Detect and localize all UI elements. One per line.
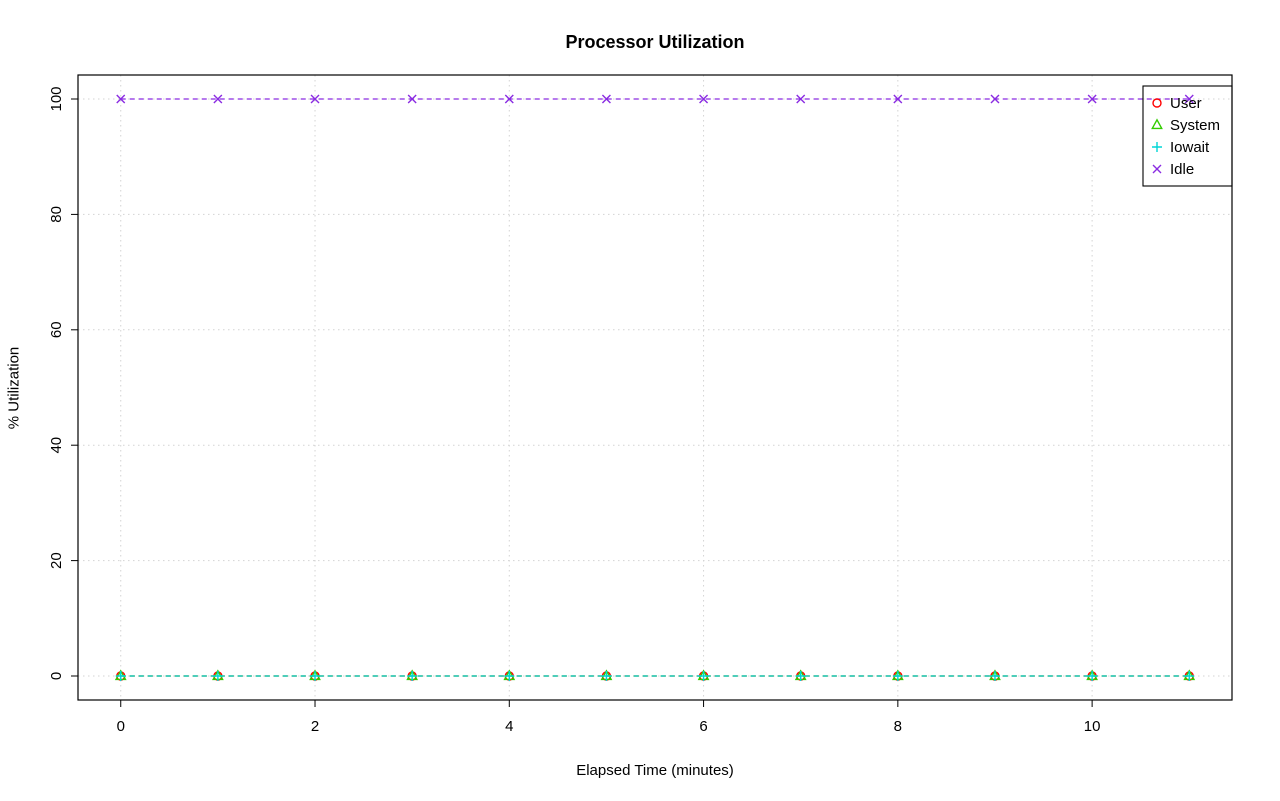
x-tick-label: 2 (311, 718, 319, 735)
plus-marker (989, 670, 1000, 681)
series-idle (116, 94, 1194, 104)
circle-marker (1152, 98, 1162, 108)
series-system (114, 669, 1196, 681)
x-axis-label: Elapsed Time (minutes) (576, 762, 734, 779)
plus-marker (310, 670, 321, 681)
triangle-marker (1151, 118, 1163, 130)
x-marker (893, 94, 903, 104)
chart-title: Processor Utilization (565, 32, 745, 52)
gridlines (78, 75, 1232, 700)
x-marker (1152, 164, 1162, 174)
x-marker (504, 94, 514, 104)
x-marker (601, 94, 611, 104)
x-marker (116, 94, 126, 104)
series-iowait (115, 670, 1195, 681)
plus-marker (1152, 142, 1162, 152)
plus-marker (212, 670, 223, 681)
plus-marker (1087, 670, 1098, 681)
x-marker (407, 94, 417, 104)
x-marker (1184, 94, 1194, 104)
y-tick-label: 100 (48, 86, 65, 111)
y-tick-label: 60 (48, 321, 65, 338)
legend: User System Iowait Idle (1142, 85, 1233, 187)
plus-marker (1184, 670, 1195, 681)
plus-marker (795, 670, 806, 681)
x-marker (796, 94, 806, 104)
x-tick-label: 6 (699, 718, 707, 735)
x-tick-label: 8 (894, 718, 902, 735)
x-tick-label: 0 (117, 718, 125, 735)
plus-marker (407, 670, 418, 681)
plus-marker (504, 670, 515, 681)
legend-label-user: User (1170, 95, 1202, 112)
x-marker (213, 94, 223, 104)
y-tick-label: 20 (48, 552, 65, 569)
legend-label-system: System (1170, 117, 1220, 134)
plus-marker (892, 670, 903, 681)
plus-marker (115, 670, 126, 681)
x-marker (310, 94, 320, 104)
legend-label-idle: Idle (1170, 161, 1194, 178)
x-tick-label: 10 (1084, 718, 1101, 735)
plus-marker (698, 670, 709, 681)
y-tick-label: 80 (48, 206, 65, 223)
x-marker (699, 94, 709, 104)
legend-label-iowait: Iowait (1170, 139, 1210, 156)
x-marker (1087, 94, 1097, 104)
y-axis-label: % Utilization (5, 346, 23, 430)
y-tick-label: 40 (48, 437, 65, 454)
x-marker (990, 94, 1000, 104)
y-tick-label: 0 (48, 672, 65, 680)
legend-box (1142, 85, 1233, 187)
plot-border (77, 74, 1233, 701)
plus-marker (601, 670, 612, 681)
x-tick-label: 4 (505, 718, 513, 735)
